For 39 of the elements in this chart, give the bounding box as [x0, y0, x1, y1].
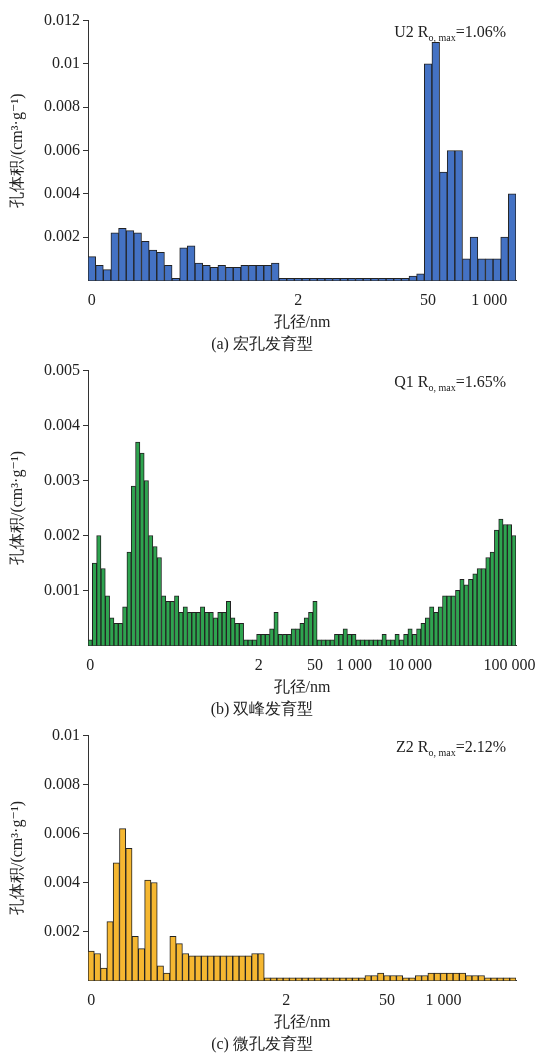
y-tick-label: 0.01: [52, 54, 80, 72]
x-tick-label: 1 000: [335, 656, 372, 674]
x-tick-label: 10 000: [388, 656, 433, 674]
y-tick-label: 0.002: [44, 227, 80, 245]
y-tick-label: 0.004: [44, 415, 80, 433]
x-tick-label: 2: [282, 991, 291, 1009]
y-axis-title: 孔体积/(cm³·g⁻¹): [7, 93, 26, 208]
x-axis-title: 孔径/nm: [273, 1013, 331, 1031]
x-tick-label: 2: [294, 291, 303, 309]
y-tick-label: 0.002: [44, 921, 80, 939]
x-tick-label: 50: [378, 991, 395, 1009]
y-tick-label: 0.006: [44, 823, 80, 841]
y-tick-label: 0.004: [44, 872, 80, 890]
x-tick-label: 1 000: [425, 991, 462, 1009]
text: (c) 微孔发育型: [211, 1034, 313, 1053]
y-tick-label: 0.008: [44, 97, 80, 115]
x-axis-title: 孔径/nm: [273, 678, 331, 696]
x-tick-label: 50: [420, 291, 437, 309]
y-tick-label: 0.012: [44, 10, 80, 28]
y-tick-label: 0.01: [52, 725, 80, 743]
y-tick-label: 0.002: [44, 525, 80, 543]
x-tick-label: 100 000: [483, 656, 536, 674]
x-tick-label: 1 000: [471, 291, 508, 309]
y-tick-label: 0.006: [44, 140, 80, 158]
text: (a) 宏孔发育型: [211, 334, 313, 353]
y-tick-label: 0.003: [44, 470, 80, 488]
x-tick-label: 2: [254, 656, 263, 674]
text: (b) 双峰发育型: [210, 699, 314, 718]
x-tick-label: 0: [87, 991, 96, 1009]
y-tick-label: 0.001: [44, 580, 80, 598]
y-axis-title: 孔体积/(cm³·g⁻¹): [7, 800, 26, 916]
x-tick-label: 50: [306, 656, 323, 674]
x-tick-label: 0: [86, 656, 95, 674]
y-tick-label: 0.008: [44, 774, 80, 792]
y-tick-label: 0.005: [44, 360, 80, 378]
y-tick-label: 0.004: [44, 184, 80, 201]
x-axis-title: 孔径/nm: [273, 313, 331, 331]
y-axis-title: 孔体积/(cm³·g⁻¹): [7, 450, 26, 566]
x-tick-label: 0: [87, 291, 96, 309]
